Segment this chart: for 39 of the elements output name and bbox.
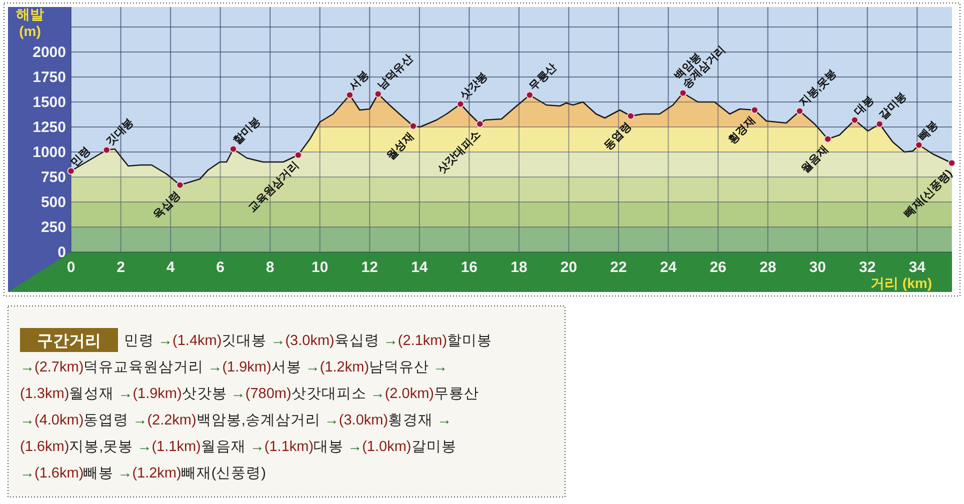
x-tick-label: 18 <box>510 259 528 276</box>
text: 민령 →(1.4km)깃대봉 →(3.0km)육십령 →(2.1km)할미봉 <box>124 333 492 349</box>
x-tick-label: 12 <box>361 259 378 276</box>
annotation: 서봉 <box>347 69 372 94</box>
y-axis-title: 해발 (m) <box>16 6 44 39</box>
x-tick-label: 10 <box>312 259 328 276</box>
y-tick-label: 1000 <box>32 144 66 161</box>
x-tick-label: 30 <box>809 259 826 276</box>
x-tick-label: 26 <box>710 259 726 276</box>
text: →(4.0km)동엽령 →(2.2km)백암봉,송계삼거리 →(3.0km)횡경재 → <box>20 412 452 428</box>
annotation: 민령 <box>68 145 93 170</box>
x-tick-label: 22 <box>610 259 627 276</box>
annotation: 빼봉 <box>916 119 941 144</box>
x-tick-label: 28 <box>759 259 776 276</box>
x-axis-title: 거리 (km) <box>870 275 932 291</box>
x-tick-label: 20 <box>560 259 578 276</box>
text: (1.3km)월성재 →(1.9km)삿갓봉 →(780m)삿갓대피소 →(2.0km)무룡산 <box>20 386 479 402</box>
y-tick-label: 1750 <box>32 69 66 86</box>
y-tick-label: 250 <box>40 219 66 236</box>
x-tick-label: 4 <box>166 259 176 276</box>
x-tick-label: 16 <box>460 259 478 276</box>
text: →(2.7km)덕유교육원삼거리 →(1.9km)서봉 →(1.2km)남덕유산 → <box>20 360 448 376</box>
x-tick-label: 34 <box>908 259 926 276</box>
text: →(1.6km)빼봉 →(1.2km)빼재(신풍령) <box>20 466 266 482</box>
text: (1.6km)지봉,못봉 →(1.1km)월음재 →(1.1km)대봉 →(1.0km)갈미봉 <box>20 439 456 455</box>
y-tick-label: 1250 <box>32 119 66 136</box>
y-tick-label: 500 <box>40 194 66 211</box>
x-tick-label: 14 <box>411 259 428 276</box>
x-tick-label: 32 <box>859 259 876 276</box>
x-tick-label: 24 <box>660 259 678 276</box>
y-tick-label: 0 <box>58 244 66 261</box>
annotation: 대봉 <box>852 94 876 118</box>
x-tick-label: 8 <box>266 259 274 276</box>
y-tick-label: 750 <box>40 169 66 186</box>
x-tick-label: 2 <box>116 259 125 276</box>
text: 구간거리 <box>37 333 101 350</box>
x-tick-label: 6 <box>216 259 224 276</box>
y-tick-label: 1500 <box>32 94 66 111</box>
y-tick-label: 2000 <box>32 44 66 61</box>
